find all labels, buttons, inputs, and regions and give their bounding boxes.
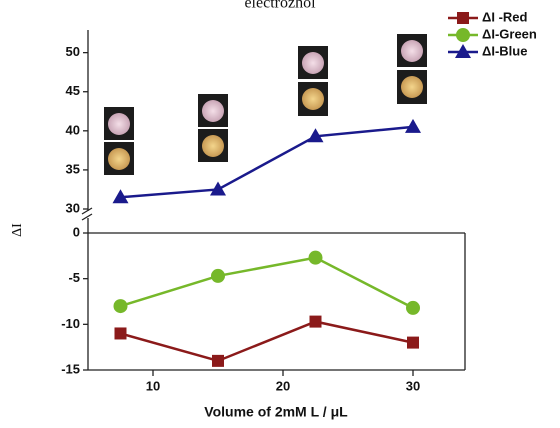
marker: [210, 181, 226, 195]
y-tick-label: 45: [66, 83, 80, 98]
y-tick-label: 0: [73, 224, 80, 239]
marker: [310, 316, 322, 328]
y-tick-label: 30: [66, 200, 80, 215]
marker: [212, 355, 224, 367]
y-tick-label: 35: [66, 161, 80, 176]
legend-label: ΔI-Green: [482, 26, 537, 41]
marker: [457, 12, 469, 24]
marker: [114, 299, 128, 313]
marker: [456, 28, 470, 42]
marker: [115, 327, 127, 339]
y-tick-label: -10: [61, 316, 80, 331]
legend-label: ΔI-Blue: [482, 43, 527, 58]
series-line: [121, 322, 414, 361]
y-tick-label: -5: [68, 270, 80, 285]
axis-break: [82, 214, 92, 220]
marker: [309, 251, 323, 265]
y-tick-label: 40: [66, 122, 80, 137]
legend-label: ΔI -Red: [482, 9, 528, 24]
series-line: [121, 258, 414, 308]
x-tick-label: 20: [276, 378, 290, 393]
marker: [407, 337, 419, 349]
x-tick-label: 10: [146, 378, 160, 393]
marker: [405, 119, 421, 133]
x-tick-label: 30: [406, 378, 420, 393]
x-axis-label: Volume of 2mM L / μL: [204, 404, 348, 420]
y-tick-label: 50: [66, 44, 80, 59]
series-line: [121, 127, 414, 197]
y-axis-label: ΔI: [10, 223, 25, 237]
y-tick-label: -15: [61, 361, 80, 376]
sample-images: [104, 34, 427, 175]
chart: electrozhol Volume of 2mM L / μL ΔI -15 -…: [0, 0, 560, 428]
marker: [211, 269, 225, 283]
marker: [406, 301, 420, 315]
chart-title: electrozhol: [244, 0, 316, 12]
